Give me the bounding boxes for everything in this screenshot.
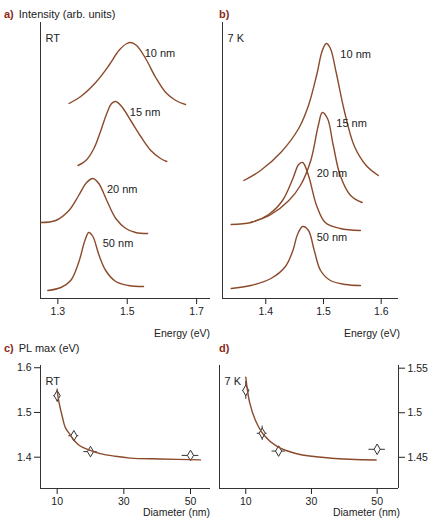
svg-text:20 nm: 20 nm <box>317 167 348 179</box>
svg-text:1.45: 1.45 <box>408 451 429 463</box>
svg-text:1.5: 1.5 <box>120 305 135 317</box>
svg-text:1.7: 1.7 <box>189 305 204 317</box>
html-text:Diameter (nm): Diameter (nm) <box>142 506 210 518</box>
svg-text:50: 50 <box>185 495 197 507</box>
svg-text:1.6: 1.6 <box>374 305 389 317</box>
html-text:Diameter (nm): Diameter (nm) <box>332 506 400 518</box>
svg-text:1.6: 1.6 <box>17 361 32 373</box>
svg-text:10 nm: 10 nm <box>145 47 176 59</box>
html-text:d): d) <box>219 342 230 354</box>
svg-text:30: 30 <box>118 495 130 507</box>
svg-text:1.5: 1.5 <box>408 406 423 418</box>
svg-text:50 nm: 50 nm <box>103 237 134 249</box>
svg-text:RT: RT <box>46 375 61 387</box>
html-text:a) Intensity (arb. units): a) Intensity (arb. units) <box>4 8 116 20</box>
svg-text:7 K: 7 K <box>225 375 242 387</box>
svg-text:30: 30 <box>306 495 318 507</box>
svg-text:10 nm: 10 nm <box>340 48 371 60</box>
svg-text:RT: RT <box>46 32 61 44</box>
html-text:c) PL max (eV): c) PL max (eV) <box>4 342 80 354</box>
svg-text:7 K: 7 K <box>228 32 245 44</box>
svg-text:10: 10 <box>51 495 63 507</box>
svg-text:1.55: 1.55 <box>408 362 429 374</box>
svg-text:50: 50 <box>371 495 383 507</box>
svg-text:1.4: 1.4 <box>258 305 273 317</box>
html-text:Energy (eV): Energy (eV) <box>154 327 210 339</box>
svg-text:15 nm: 15 nm <box>130 106 161 118</box>
html-text:Energy (eV): Energy (eV) <box>344 327 400 339</box>
svg-text:1.5: 1.5 <box>17 406 32 418</box>
svg-text:1.3: 1.3 <box>51 305 66 317</box>
svg-text:50 nm: 50 nm <box>317 231 348 243</box>
svg-text:20 nm: 20 nm <box>107 183 138 195</box>
svg-text:10: 10 <box>240 495 252 507</box>
svg-text:1.4: 1.4 <box>17 451 32 463</box>
html-text:b): b) <box>219 8 230 20</box>
svg-text:15 nm: 15 nm <box>336 117 367 129</box>
svg-text:1.5: 1.5 <box>316 305 331 317</box>
